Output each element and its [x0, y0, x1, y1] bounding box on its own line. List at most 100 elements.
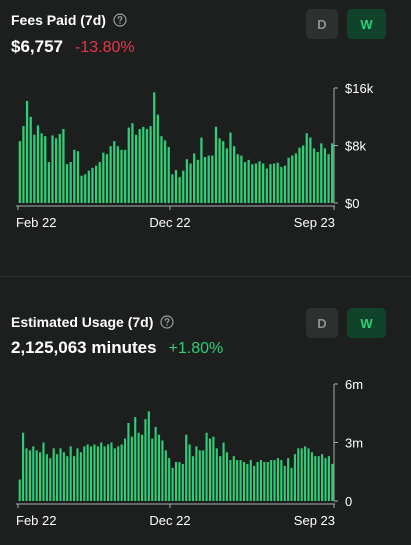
- bar: [131, 123, 134, 203]
- bar: [130, 436, 133, 501]
- usage-change: +1.80%: [168, 340, 224, 357]
- bar: [120, 149, 123, 203]
- usage-title-row: Estimated Usage (7d): [11, 314, 174, 330]
- bar: [327, 154, 330, 204]
- bar: [200, 137, 203, 203]
- bar: [243, 162, 247, 203]
- bar: [18, 141, 21, 203]
- bar: [174, 169, 178, 203]
- bar: [215, 448, 218, 501]
- bar: [211, 155, 214, 203]
- bar: [212, 436, 215, 501]
- bar: [123, 438, 127, 501]
- bar: [321, 454, 324, 501]
- bar: [246, 463, 249, 501]
- bar: [40, 133, 43, 203]
- fees-value-row: $6,757 -13.80%: [11, 37, 135, 57]
- bar: [32, 446, 35, 501]
- bar: [62, 452, 65, 501]
- y-tick-label: $0: [345, 196, 359, 211]
- x-tick-label: Feb 22: [16, 513, 56, 528]
- bar: [280, 460, 283, 501]
- x-tick-label: Sep 23: [294, 215, 335, 230]
- bar: [198, 450, 201, 501]
- bar: [305, 133, 308, 203]
- bar: [105, 154, 109, 204]
- bar: [287, 458, 290, 501]
- bar: [154, 426, 157, 501]
- bar: [65, 164, 69, 203]
- bar: [73, 456, 76, 501]
- bar: [145, 128, 149, 203]
- bar: [36, 125, 40, 204]
- bar: [242, 462, 246, 501]
- help-circle-icon[interactable]: [160, 315, 174, 329]
- bar: [124, 149, 127, 203]
- bar: [66, 456, 69, 501]
- bar: [207, 155, 210, 203]
- bar: [22, 432, 25, 501]
- bar: [113, 141, 116, 203]
- bar: [73, 149, 76, 203]
- weekly-toggle-button[interactable]: W: [347, 308, 386, 338]
- bar: [83, 446, 86, 501]
- bar: [214, 126, 218, 203]
- weekly-toggle-button[interactable]: W: [347, 9, 386, 39]
- bar: [182, 170, 185, 203]
- bar: [331, 143, 334, 203]
- bar: [120, 444, 123, 501]
- bar: [91, 167, 94, 203]
- bar: [312, 148, 316, 204]
- daily-toggle-button[interactable]: D: [306, 308, 338, 338]
- bar: [253, 465, 256, 501]
- bar: [47, 162, 50, 203]
- bar: [280, 167, 283, 203]
- bar: [236, 460, 239, 501]
- bar: [102, 152, 105, 203]
- bar: [269, 164, 272, 203]
- bar: [56, 454, 59, 501]
- bar: [208, 438, 212, 501]
- x-tick-label: Sep 23: [294, 513, 335, 528]
- bar: [80, 175, 83, 203]
- bar: [298, 147, 301, 203]
- bar: [195, 446, 198, 501]
- bar: [103, 446, 106, 501]
- bar: [316, 151, 319, 203]
- bar: [331, 463, 334, 501]
- bar: [117, 446, 120, 501]
- daily-toggle-button[interactable]: D: [306, 9, 338, 39]
- bar: [263, 462, 266, 501]
- bar: [127, 127, 130, 203]
- bar: [225, 452, 229, 501]
- bar: [153, 92, 156, 203]
- bar: [219, 456, 222, 501]
- bar: [22, 126, 25, 203]
- bar: [178, 177, 181, 204]
- fees-change: -13.80%: [75, 39, 135, 56]
- bar: [222, 442, 225, 501]
- bar: [167, 146, 170, 203]
- bar: [157, 434, 161, 501]
- usage-value-row: 2,125,063 minutes +1.80%: [11, 338, 223, 358]
- x-tick-label: Feb 22: [16, 215, 56, 230]
- help-circle-icon[interactable]: [113, 13, 127, 27]
- bar: [297, 448, 300, 501]
- bar: [160, 136, 163, 203]
- y-tick-label: 3m: [345, 436, 363, 451]
- bar: [302, 145, 305, 203]
- bar: [314, 456, 317, 501]
- bar: [87, 170, 90, 203]
- bar: [273, 460, 276, 501]
- bar: [265, 168, 268, 203]
- fees-bar-chart: $16k $8k $0 Feb 22 Dec 22 Sep 23: [16, 81, 374, 230]
- usage-value: 2,125,063 minutes: [11, 338, 157, 357]
- bar: [93, 444, 96, 501]
- bar: [149, 126, 152, 203]
- bar: [140, 434, 144, 501]
- bar: [324, 458, 327, 501]
- bar: [254, 163, 258, 203]
- bar: [287, 157, 290, 203]
- bar: [191, 456, 195, 501]
- bar: [307, 448, 310, 501]
